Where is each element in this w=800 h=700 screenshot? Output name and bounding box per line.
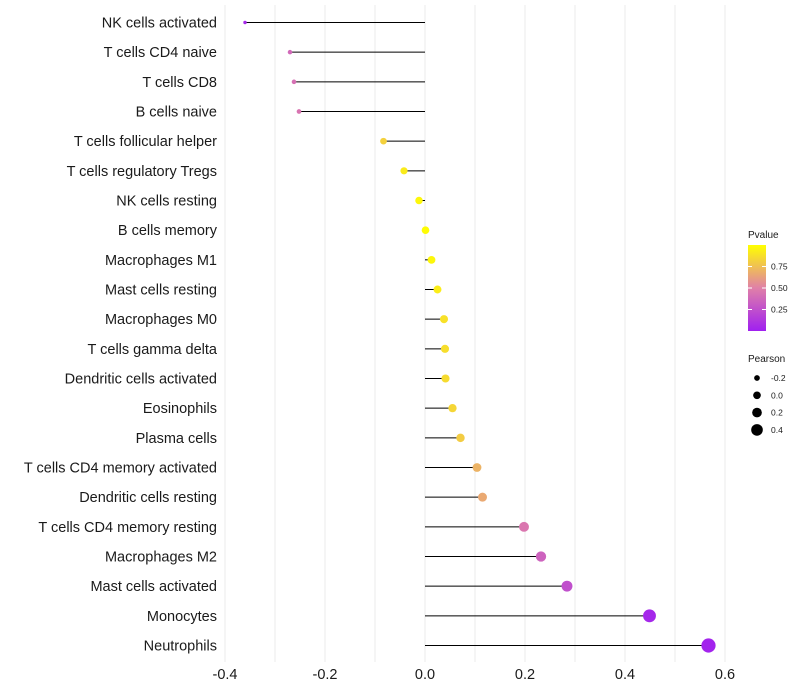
lollipop-point	[296, 109, 302, 114]
lollipop-point	[440, 344, 450, 353]
stem-layer	[245, 22, 709, 646]
y-category-label: T cells follicular helper	[74, 134, 217, 150]
lollipop-point	[243, 20, 247, 25]
y-category-label: Eosinophils	[143, 401, 217, 417]
y-category-label: Monocytes	[147, 609, 217, 625]
lollipop-point	[561, 580, 573, 592]
y-category-label: Neutrophils	[144, 639, 217, 655]
lollipop-point	[427, 255, 436, 264]
x-tick-label: -0.4	[213, 667, 238, 683]
y-category-label: Macrophages M1	[105, 253, 217, 269]
size-legend-key	[754, 375, 760, 381]
size-legend-key	[752, 407, 762, 418]
colorbar-tick-label: 0.50	[771, 283, 788, 293]
x-tick-label: -0.2	[313, 667, 338, 683]
lollipop-point	[433, 285, 442, 294]
size-legend-label: 0.2	[771, 408, 783, 418]
lollipop-point	[415, 196, 423, 205]
y-category-label: Dendritic cells resting	[79, 490, 217, 506]
y-category-label: Macrophages M2	[105, 550, 217, 566]
pvalue-colorbar	[748, 245, 766, 331]
size-legend-key	[753, 391, 761, 400]
colorbar-tick-label: 0.25	[771, 305, 788, 315]
size-legend-label: -0.2	[771, 373, 786, 383]
lollipop-point	[478, 492, 487, 502]
y-category-label: B cells naive	[136, 105, 217, 121]
colorbar-tick-label: 0.75	[771, 262, 788, 272]
y-category-label: Mast cells resting	[105, 283, 217, 299]
y-category-label: T cells gamma delta	[88, 342, 218, 358]
y-axis-labels: NK cells activated T cells CD4 naive T cel…	[24, 16, 218, 655]
y-category-label: Mast cells activated	[90, 579, 217, 595]
y-category-label: Dendritic cells activated	[65, 372, 217, 388]
pearson-legend: Pearson -0.2 0.0 0.2 0.4	[748, 354, 786, 436]
lollipop-point	[400, 167, 408, 175]
x-tick-label: 0.0	[415, 667, 435, 683]
y-category-label: T cells CD4 memory activated	[24, 461, 217, 477]
lollipop-point	[291, 79, 297, 85]
lollipop-point	[472, 463, 482, 472]
lollipop-point	[439, 315, 449, 324]
lollipop-point	[456, 433, 465, 443]
point-layer	[243, 20, 716, 653]
grid-layer	[224, 5, 726, 662]
lollipop-point	[287, 49, 293, 55]
y-category-label: B cells memory	[118, 223, 218, 239]
pvalue-legend-title: Pvalue	[748, 230, 779, 241]
y-category-label: NK cells activated	[102, 16, 217, 32]
size-legend-label: 0.0	[771, 390, 783, 400]
pearson-legend-title: Pearson	[748, 354, 785, 365]
x-tick-label: 0.4	[615, 667, 635, 683]
lollipop-point	[441, 374, 450, 383]
y-category-label: NK cells resting	[116, 194, 217, 210]
x-axis-ticks: -0.4 -0.2 0.0 0.2 0.4 0.6	[213, 667, 736, 683]
size-legend-key	[751, 424, 763, 436]
lollipop-point	[701, 638, 716, 653]
x-tick-label: 0.6	[715, 667, 735, 683]
y-category-label: T cells regulatory Tregs	[67, 164, 217, 180]
x-tick-label: 0.2	[515, 667, 535, 683]
pvalue-legend: Pvalue 0.25 0.50 0.75	[748, 230, 788, 331]
lollipop-point	[448, 404, 457, 413]
size-legend-label: 0.4	[771, 425, 783, 435]
lollipop-point	[380, 137, 387, 145]
y-category-label: T cells CD8	[142, 75, 217, 91]
y-category-label: Plasma cells	[136, 431, 217, 447]
y-category-label: Macrophages M0	[105, 312, 217, 328]
y-category-label: T cells CD4 memory resting	[38, 520, 217, 536]
lollipop-point	[643, 609, 656, 623]
lollipop-point	[519, 521, 529, 532]
lollipop-point	[535, 551, 547, 562]
y-category-label: T cells CD4 naive	[104, 45, 217, 61]
lollipop-point	[421, 226, 430, 234]
